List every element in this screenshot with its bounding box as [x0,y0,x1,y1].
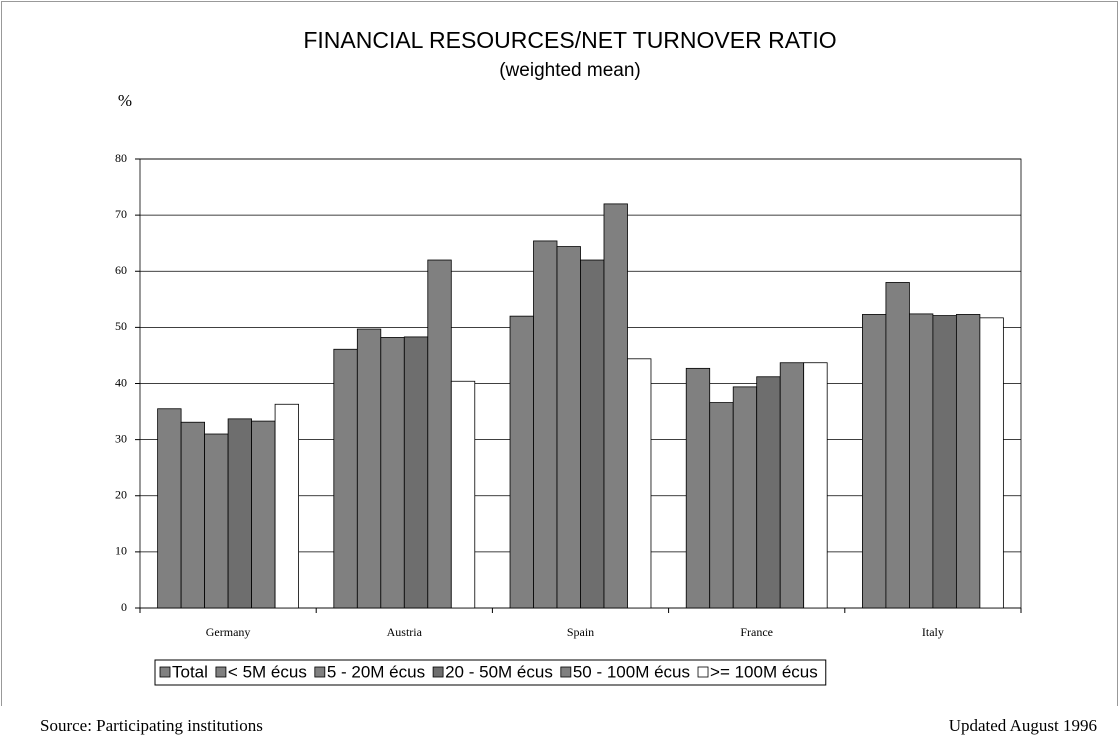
chart-title: FINANCIAL RESOURCES/NET TURNOVER RATIO [303,27,836,53]
bar [885,282,910,609]
bar [709,402,734,609]
bar [756,376,781,609]
legend-swatch [159,666,171,678]
x-tick-label: Spain [567,625,594,639]
bar [403,336,429,609]
bar [862,314,887,609]
bar [627,358,652,609]
bar [380,337,405,609]
legend-label: 5 - 20M écus [327,662,425,681]
y-tick-label: 10 [115,544,127,558]
bar [556,246,581,609]
y-tick-label: 20 [115,488,127,502]
x-tick-label: Italy [922,625,944,639]
y-tick-label: 40 [115,375,127,389]
y-tick-label: 30 [115,431,127,445]
legend-swatch [432,666,444,678]
legend-swatch [314,666,326,678]
y-tick-label: 0 [121,600,127,614]
legend-label: 50 - 100M écus [573,662,690,681]
x-tick-label: Austria [387,625,423,639]
y-tick-label: 70 [115,207,127,221]
x-tick-label: Germany [206,625,251,639]
bar [955,314,981,609]
bar [227,418,252,609]
bar [803,362,828,609]
chart-subtitle: (weighted mean) [499,60,641,81]
bar [204,433,229,609]
bar [533,240,558,609]
bar [274,403,299,609]
bar [356,328,382,609]
legend-swatch [215,666,227,678]
x-tick-label: France [740,625,773,639]
legend-label: < 5M écus [228,662,307,681]
y-tick-label: 60 [115,263,127,277]
bar [157,408,182,609]
bar [979,317,1004,609]
bar [932,315,957,609]
y-axis-label: % [118,91,132,110]
y-tick-label: 50 [115,319,127,333]
bar [603,203,628,609]
y-tick-label: 80 [115,151,127,165]
bar [580,259,605,609]
updated-note: Updated August 1996 [949,716,1097,735]
bar [509,315,534,609]
legend-swatch [697,666,709,678]
bar [779,362,805,609]
bar [732,386,758,609]
source-note: Source: Participating institutions [40,716,263,735]
bar [180,421,206,609]
bar [251,420,276,609]
legend-label: 20 - 50M écus [445,662,553,681]
legend-swatch [560,666,572,678]
legend-box [154,659,827,686]
legend-label: Total [172,662,208,681]
bar [909,313,934,609]
frame [1,1,1118,706]
bar [685,367,711,609]
bar [333,348,358,609]
bar [427,259,452,609]
legend-label: >= 100M écus [710,662,818,681]
bar [450,380,476,609]
